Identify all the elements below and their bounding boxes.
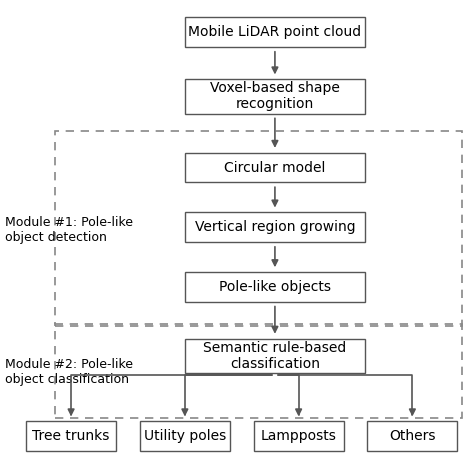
FancyBboxPatch shape: [185, 272, 365, 302]
Text: Mobile LiDAR point cloud: Mobile LiDAR point cloud: [188, 25, 362, 39]
Text: Tree trunks: Tree trunks: [32, 429, 110, 443]
FancyBboxPatch shape: [140, 421, 230, 451]
Text: Vertical region growing: Vertical region growing: [195, 220, 355, 234]
Text: Circular model: Circular model: [224, 161, 326, 174]
FancyBboxPatch shape: [185, 17, 365, 47]
Text: Lampposts: Lampposts: [261, 429, 337, 443]
FancyBboxPatch shape: [26, 421, 116, 451]
FancyBboxPatch shape: [185, 339, 365, 373]
FancyBboxPatch shape: [185, 79, 365, 113]
FancyBboxPatch shape: [185, 212, 365, 242]
Text: Semantic rule-based
classification: Semantic rule-based classification: [203, 341, 346, 371]
FancyBboxPatch shape: [254, 421, 344, 451]
FancyBboxPatch shape: [185, 153, 365, 183]
FancyBboxPatch shape: [367, 421, 457, 451]
Text: Voxel-based shape
recognition: Voxel-based shape recognition: [210, 81, 340, 112]
Text: Module #1: Pole-like
object detection: Module #1: Pole-like object detection: [5, 215, 133, 244]
Text: Pole-like objects: Pole-like objects: [219, 280, 331, 294]
Text: Others: Others: [389, 429, 436, 443]
Text: Module #2: Pole-like
object classification: Module #2: Pole-like object classificati…: [5, 358, 133, 386]
Text: Utility poles: Utility poles: [144, 429, 226, 443]
